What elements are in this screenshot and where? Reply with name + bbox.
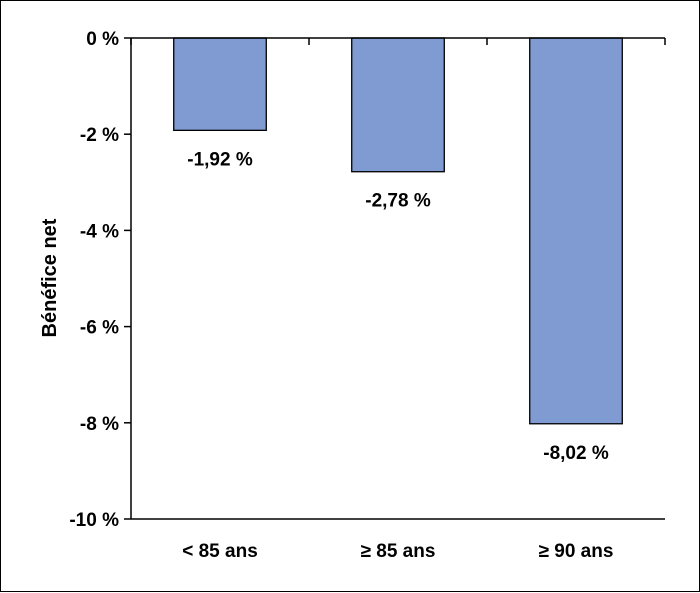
bars-layer [173, 37, 623, 425]
axes-layer [124, 37, 666, 520]
labels-layer: -1,92 % < 85 ans -2,78 % ≥ 85 ans -8,02 % ≥ 9… [69, 29, 613, 562]
y-tick-label-3: -4 % [80, 221, 119, 242]
x-tick-label-2: ≥ 85 ans [361, 541, 436, 562]
x-tick-label-1: < 85 ans [182, 541, 258, 562]
data-label-2: -2,78 % [365, 191, 431, 212]
y-tick-label-1: 0 % [86, 29, 119, 50]
data-label-1: -1,92 % [187, 149, 253, 170]
y-tick-label-5: -8 % [80, 414, 119, 435]
y-tick-label-2: -2 % [80, 125, 119, 146]
y-tick-label-6: -10 % [69, 510, 119, 531]
bar-2 [351, 37, 445, 173]
y-tick-label-4: -6 % [80, 318, 119, 339]
bar-1 [173, 37, 267, 132]
data-label-3: -8,02 % [543, 443, 609, 464]
x-tick-label-3: ≥ 90 ans [539, 541, 614, 562]
y-axis-title: Bénéfice net [39, 218, 61, 337]
bar-3 [529, 37, 623, 425]
